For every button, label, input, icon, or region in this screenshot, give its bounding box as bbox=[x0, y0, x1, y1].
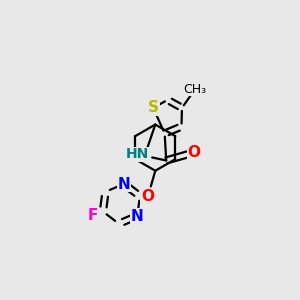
Text: S: S bbox=[148, 100, 159, 116]
Text: CH₃: CH₃ bbox=[183, 82, 206, 95]
Text: O: O bbox=[141, 189, 154, 204]
Text: HN: HN bbox=[126, 147, 149, 161]
Text: O: O bbox=[188, 145, 200, 160]
Text: N: N bbox=[118, 176, 130, 191]
Text: F: F bbox=[88, 208, 98, 223]
Text: N: N bbox=[131, 208, 144, 224]
